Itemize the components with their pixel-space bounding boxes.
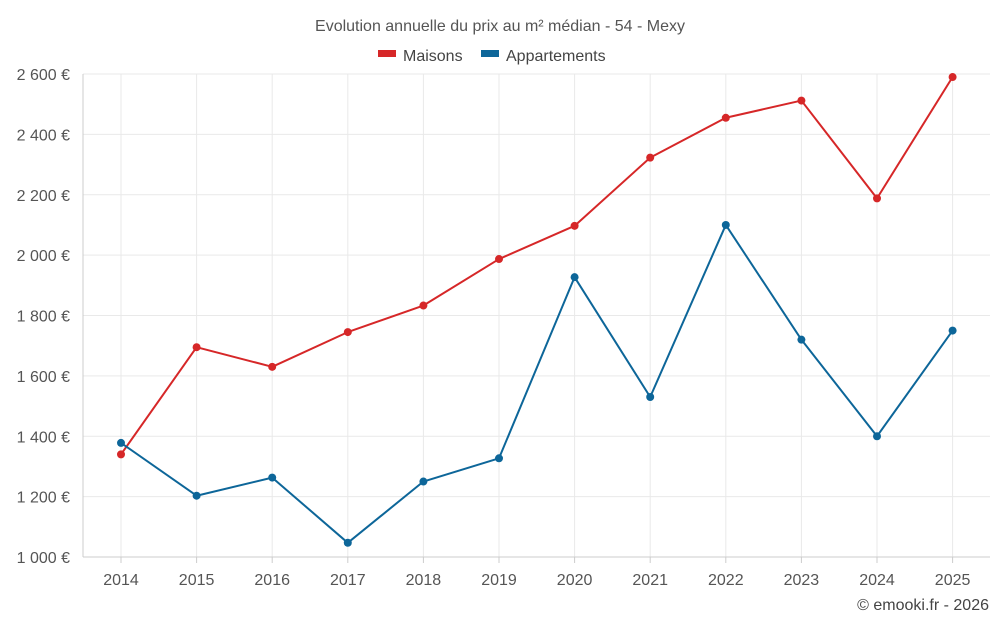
x-tick-label: 2022 [708,572,744,589]
legend-label-maisons: Maisons [403,48,463,65]
data-point-maisons-2017[interactable] [343,328,352,337]
x-tick-label: 2025 [935,572,971,589]
x-tick-label: 2019 [481,572,517,589]
y-tick-label: 2 400 € [17,127,70,144]
x-tick-label: 2014 [103,572,139,589]
x-tick-label: 2020 [557,572,593,589]
chart-title: Evolution annuelle du prix au m² médian … [315,18,685,35]
x-tick-label: 2017 [330,572,366,589]
data-point-appartements-2014[interactable] [117,438,125,447]
y-tick-label: 1 400 € [17,429,70,446]
x-tick-label: 2021 [632,572,668,589]
data-point-maisons-2024[interactable] [873,194,881,203]
data-point-appartements-2020[interactable] [570,273,579,282]
data-point-maisons-2014[interactable] [117,450,125,459]
legend-swatch-maisons [378,50,396,57]
data-point-maisons-2016[interactable] [268,362,277,371]
series-layer [117,73,957,547]
y-tick-label: 2 000 € [17,248,70,265]
data-point-maisons-2025[interactable] [948,73,957,82]
data-point-appartements-2019[interactable] [495,454,503,463]
axis-layer: 1 000 € 1 200 € 1 400 € 1 600 € 1 800 € 2 000… [17,67,990,589]
x-tick-label: 2016 [254,572,290,589]
data-point-appartements-2016[interactable] [268,473,277,482]
data-point-maisons-2018[interactable] [419,301,428,310]
legend-label-appartements: Appartements [506,48,606,65]
x-tick-label: 2018 [406,572,442,589]
x-tick-label: 2024 [859,572,895,589]
data-point-maisons-2021[interactable] [646,153,655,162]
data-point-appartements-2015[interactable] [192,491,201,500]
x-tick-label: 2023 [784,572,820,589]
data-point-appartements-2021[interactable] [646,393,655,402]
data-point-appartements-2018[interactable] [419,477,428,486]
footer-credit: © emooki.fr - 2026 [857,597,989,614]
series-line-appartements [120,223,954,544]
y-tick-label: 1 200 € [17,490,70,507]
data-point-appartements-2017[interactable] [343,538,352,547]
y-tick-label: 1 800 € [17,309,70,326]
legend-item-appartements[interactable]: Appartements [481,48,606,65]
grid-layer [83,73,990,557]
y-tick-label: 1 000 € [17,550,70,567]
data-point-appartements-2024[interactable] [873,432,881,441]
legend-item-maisons[interactable]: Maisons [378,48,463,65]
series-line-maisons [120,76,954,455]
data-point-maisons-2019[interactable] [495,255,503,264]
legend-swatch-appartements [481,50,499,57]
data-point-appartements-2025[interactable] [948,326,957,335]
y-tick-label: 2 200 € [17,188,70,205]
x-tick-label: 2015 [179,572,215,589]
y-tick-label: 1 600 € [17,369,70,386]
legend: Maisons Appartements [378,48,606,65]
data-point-appartements-2022[interactable] [721,220,730,229]
y-tick-label: 2 600 € [17,67,70,84]
data-point-maisons-2023[interactable] [797,96,806,105]
data-point-appartements-2023[interactable] [797,335,806,344]
data-point-maisons-2020[interactable] [570,221,579,230]
data-point-maisons-2015[interactable] [192,343,201,352]
data-point-maisons-2022[interactable] [721,113,730,122]
